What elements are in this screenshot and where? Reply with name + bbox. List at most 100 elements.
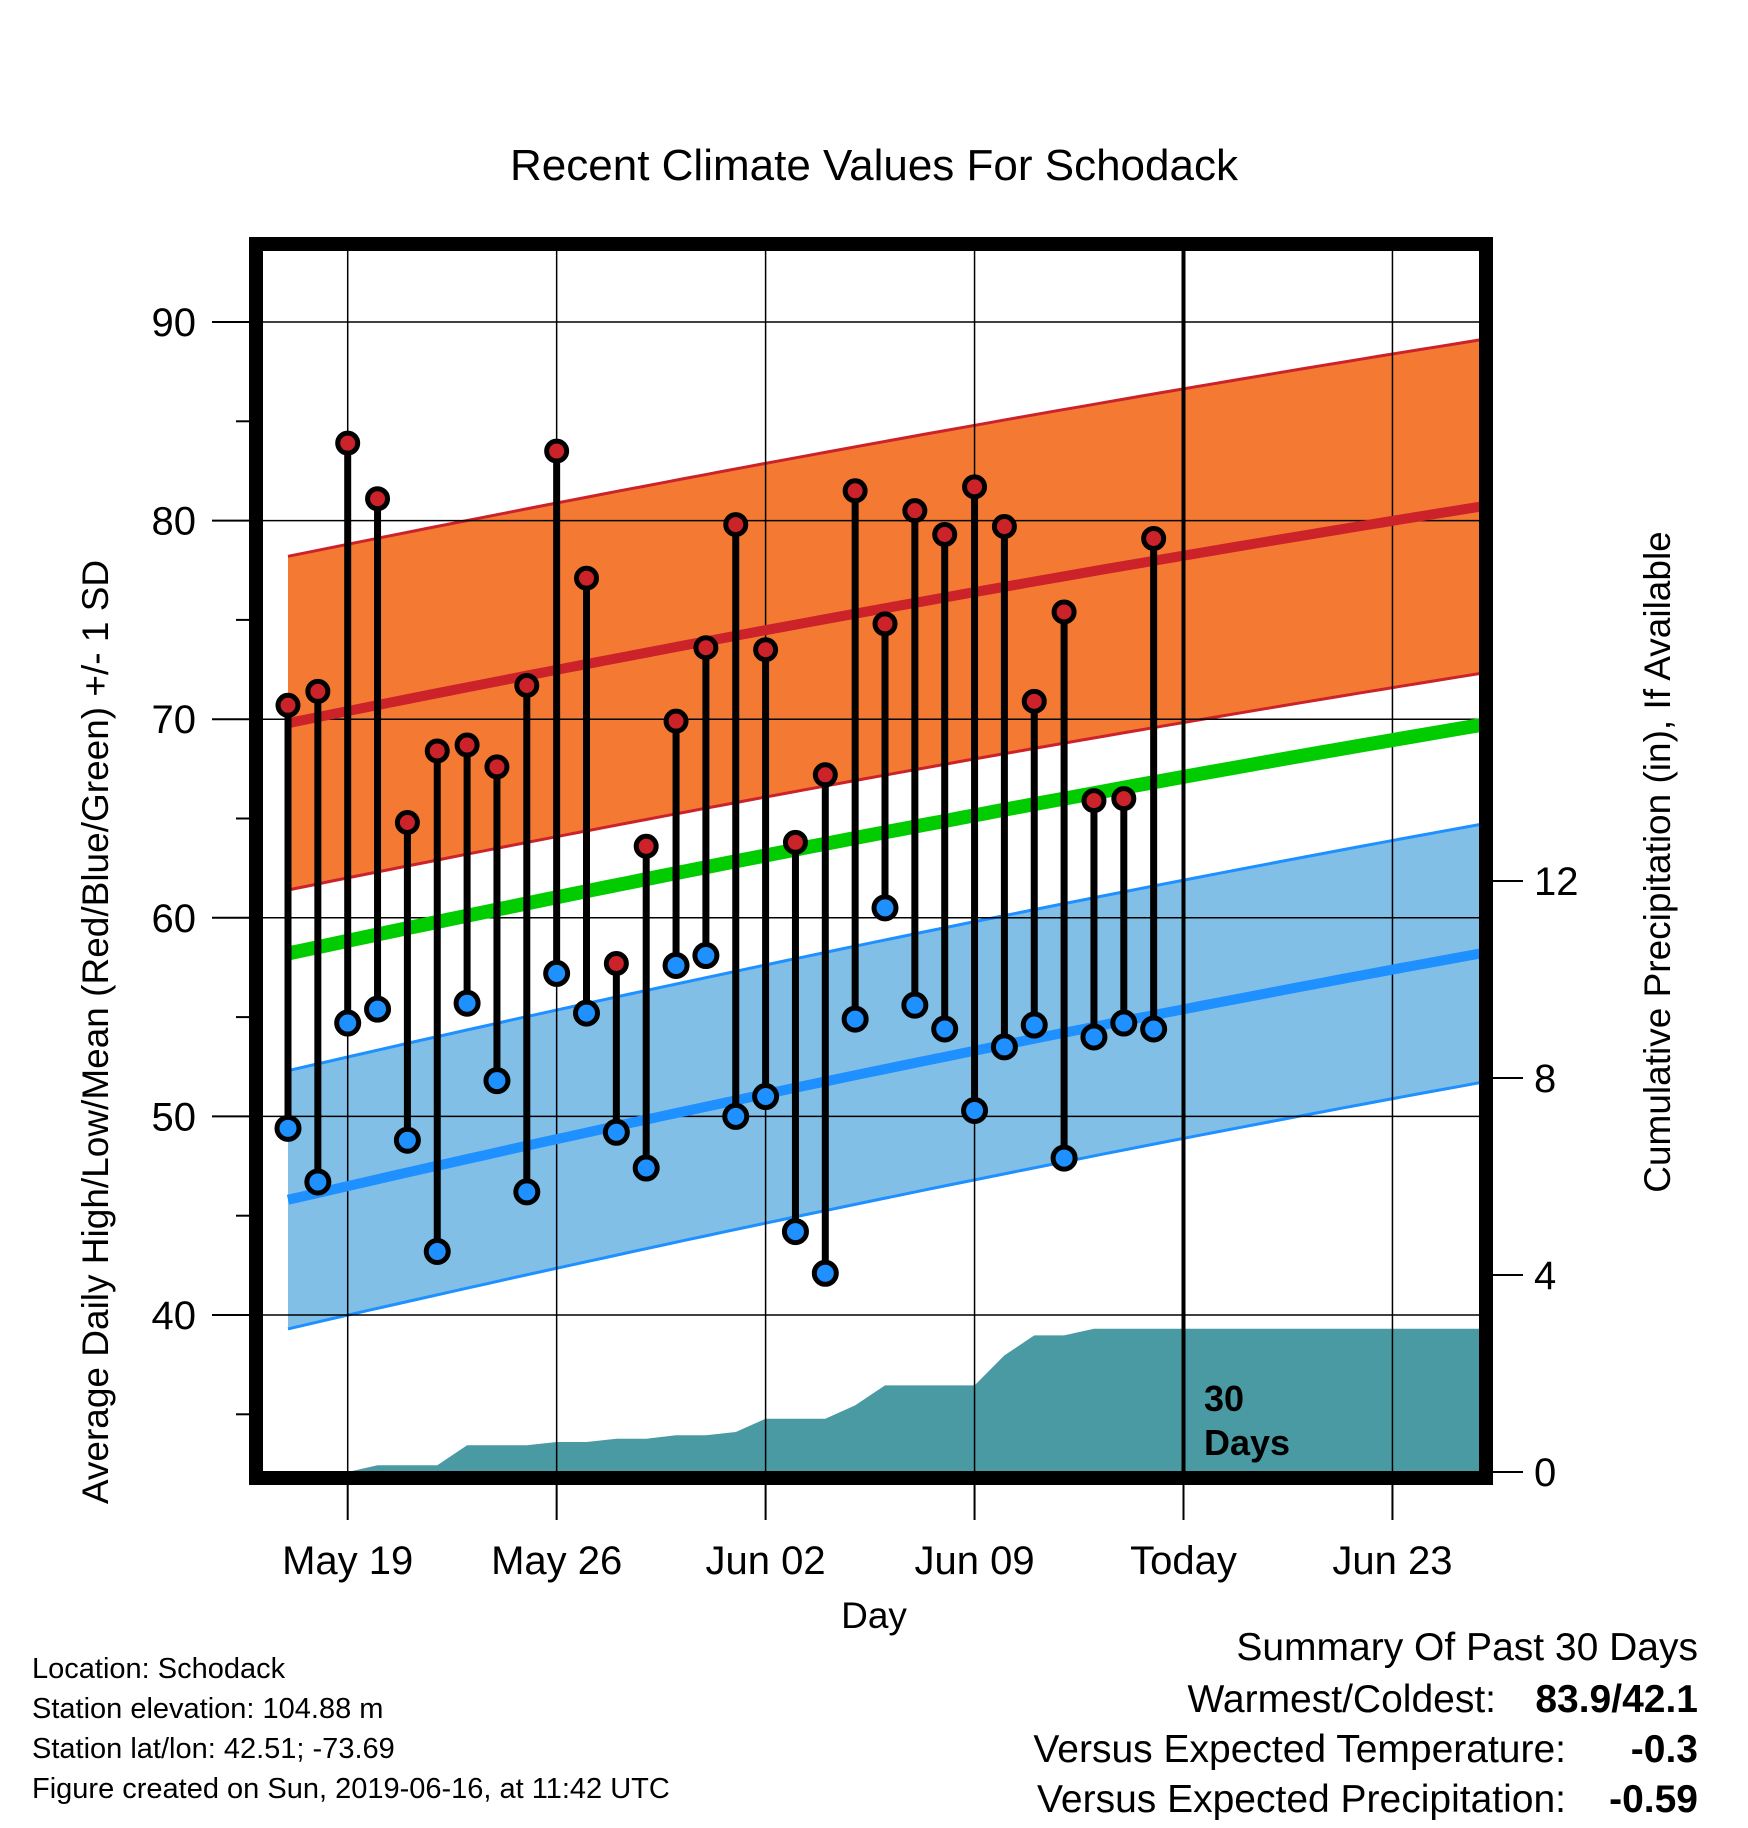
normal-low-line <box>286 948 1480 1205</box>
high-temp-point <box>544 438 570 464</box>
high-temp-point <box>1141 525 1167 551</box>
low-temp-point <box>364 995 392 1023</box>
high-temp-point <box>1111 786 1137 812</box>
y-right-tick-label: 8 <box>1534 1057 1556 1101</box>
plot-area: 40 50 60 70 80 90 0 4 8 12 May 19 May 26 Jun 02 Jun 0… <box>152 237 1579 1583</box>
x-axis-label: Day <box>841 1595 907 1636</box>
x-tick-label: Today <box>1130 1539 1237 1583</box>
high-temp-point <box>633 833 659 859</box>
low-temp-point <box>722 1102 750 1130</box>
y-right-tick-label: 0 <box>1534 1451 1556 1495</box>
low-temp-point <box>931 1015 959 1043</box>
high-temp-point <box>902 498 928 524</box>
summary-temp-label: Versus Expected Temperature: <box>1033 1728 1566 1771</box>
low-temp-point <box>841 1005 869 1033</box>
high-temp-point <box>574 565 599 591</box>
low-temp-point <box>1140 1015 1168 1043</box>
high-temp-point <box>514 672 540 698</box>
low-temp-point <box>543 959 571 987</box>
high-temp-point <box>723 512 749 538</box>
low-temp-point <box>752 1083 780 1111</box>
summary-precip-label: Versus Expected Precipitation: <box>1037 1778 1566 1821</box>
low-temp-point <box>573 999 600 1027</box>
high-temp-point <box>663 708 689 734</box>
y-right-tick-label: 12 <box>1534 860 1579 904</box>
y-left-tick-label: 80 <box>152 500 197 544</box>
y-axis-left-label: Average Daily High/Low/Mean (Red/Blue/Gr… <box>75 560 116 1504</box>
low-temp-point <box>1110 1009 1138 1037</box>
high-temp-point <box>305 678 331 704</box>
x-tick-label: May 19 <box>282 1539 413 1583</box>
low-temp-point <box>423 1237 451 1265</box>
station-elevation: Station elevation: 104.88 m <box>32 1693 383 1725</box>
figure-created: Figure created on Sun, 2019-06-16, at 11… <box>32 1773 670 1805</box>
high-temp-point <box>991 514 1017 540</box>
high-temp-point <box>603 950 629 976</box>
summary-temp-value: -0.3 <box>1631 1728 1698 1771</box>
high-temp-point <box>335 430 361 456</box>
low-band-lower-edge <box>287 1081 1480 1331</box>
high-temp-point <box>1081 788 1107 814</box>
high-temp-point <box>962 474 988 500</box>
low-temp-point <box>393 1126 421 1154</box>
high-temp-point <box>812 762 838 788</box>
low-temp-point <box>483 1067 511 1095</box>
low-temp-point <box>632 1154 660 1182</box>
low-temp-point <box>662 951 690 979</box>
x-tick-label: Jun 09 <box>914 1539 1034 1583</box>
plot-frame <box>249 237 1493 1485</box>
chart-title: Recent Climate Values For Schodack <box>510 141 1239 190</box>
normal-high-line <box>286 501 1480 729</box>
low-temp-point <box>1050 1144 1078 1172</box>
summary-warm-cold-value: 83.9/42.1 <box>1535 1678 1698 1721</box>
high-temp-point <box>842 478 868 504</box>
high-temp-point <box>394 809 420 835</box>
high-temp-point <box>693 635 719 661</box>
high-temp-point <box>365 486 391 512</box>
high-temp-point <box>484 754 510 780</box>
low-temp-point <box>1080 1023 1108 1051</box>
low-temp-point <box>901 991 929 1019</box>
x-tick-label: May 26 <box>491 1539 622 1583</box>
high-temp-point <box>872 611 898 637</box>
plot-interior <box>262 250 1480 1472</box>
high-temp-point <box>753 637 779 663</box>
high-temp-point <box>424 738 450 764</box>
high-temp-point <box>454 732 480 758</box>
low-temp-point <box>961 1096 989 1124</box>
x-tick-label: Jun 02 <box>706 1539 826 1583</box>
low-temp-point <box>990 1033 1018 1061</box>
summary-warm-cold-label: Warmest/Coldest: <box>1188 1678 1496 1721</box>
low-temp-point <box>692 942 720 970</box>
station-location: Location: Schodack <box>32 1653 286 1685</box>
low-temp-point <box>304 1168 332 1196</box>
low-temp-point <box>274 1114 302 1142</box>
y-left-tick-label: 60 <box>152 897 197 941</box>
today-marker-unit: Days <box>1204 1422 1290 1463</box>
high-temp-point <box>1021 688 1047 714</box>
summary-precip-value: -0.59 <box>1609 1778 1698 1821</box>
y-left-tick-label: 70 <box>152 698 197 742</box>
low-temp-point <box>513 1178 541 1206</box>
high-temp-point <box>932 522 958 548</box>
low-temp-point <box>453 989 481 1017</box>
y-left-tick-label: 90 <box>152 301 197 345</box>
station-latlon: Station lat/lon: 42.51; -73.69 <box>32 1733 395 1765</box>
y-right-tick-label: 4 <box>1534 1254 1556 1298</box>
high-temp-point <box>1051 599 1077 625</box>
low-temp-point <box>602 1118 630 1146</box>
cumulative-precip-area <box>288 1328 1480 1472</box>
low-temp-point <box>871 894 899 922</box>
y-left-tick-label: 40 <box>152 1294 197 1338</box>
today-marker-count: 30 <box>1204 1378 1244 1419</box>
high-temp-point <box>275 692 301 718</box>
high-temp-point <box>782 829 808 855</box>
x-tick-label: Jun 23 <box>1332 1539 1452 1583</box>
y-left-tick-label: 50 <box>152 1095 197 1139</box>
low-temp-point <box>781 1218 809 1246</box>
summary-heading: Summary Of Past 30 Days <box>1236 1626 1698 1669</box>
low-band-upper-edge <box>287 823 1480 1073</box>
high-band-upper-edge <box>287 338 1480 558</box>
low-temp-point <box>811 1259 839 1287</box>
